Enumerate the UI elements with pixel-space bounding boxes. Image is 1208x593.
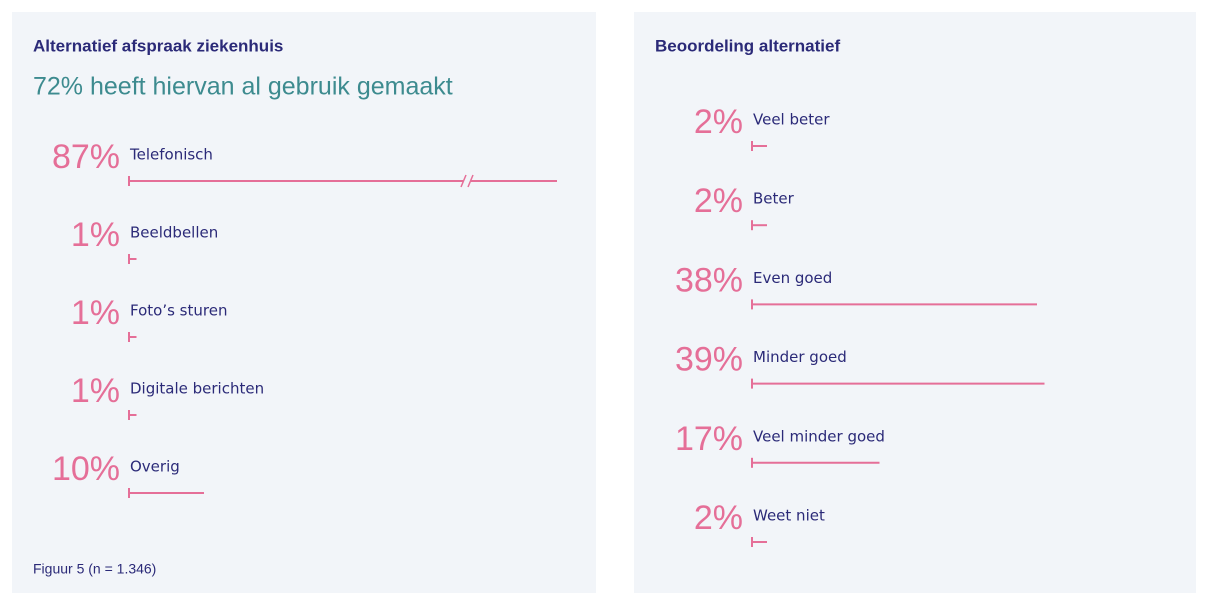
category-label: Digitale berichten <box>130 380 264 398</box>
value-label: 1% <box>71 294 120 332</box>
value-label: 2% <box>694 182 743 220</box>
value-label: 10% <box>52 450 120 488</box>
value-label: 38% <box>675 261 743 299</box>
value-label: 2% <box>694 103 743 141</box>
value-label: 87% <box>52 138 120 176</box>
value-label: 39% <box>675 341 743 379</box>
category-label: Minder goed <box>753 348 847 366</box>
panel <box>12 12 596 593</box>
category-label: Even goed <box>753 269 832 287</box>
category-label: Veel minder goed <box>753 427 885 445</box>
value-label: 17% <box>675 420 743 458</box>
category-label: Weet niet <box>753 507 825 525</box>
panel-title: Alternatief afspraak ziekenhuis <box>33 36 283 55</box>
panel <box>634 12 1196 593</box>
panel-subtitle: 72% heeft hiervan al gebruik gemaakt <box>33 73 453 101</box>
value-label: 2% <box>694 499 743 537</box>
category-label: Veel beter <box>753 111 830 129</box>
footnote: Figuur 5 (n = 1.346) <box>33 561 156 577</box>
category-label: Beeldbellen <box>130 224 218 242</box>
value-label: 1% <box>71 216 120 254</box>
category-label: Foto’s sturen <box>130 302 227 320</box>
panel-title: Beoordeling alternatief <box>655 36 840 55</box>
break-mark <box>460 174 467 188</box>
category-label: Beter <box>753 190 795 208</box>
break-gap <box>463 178 471 184</box>
category-label: Telefonisch <box>129 146 213 164</box>
value-label: 1% <box>71 372 120 410</box>
break-mark <box>467 174 474 188</box>
category-label: Overig <box>130 458 180 476</box>
